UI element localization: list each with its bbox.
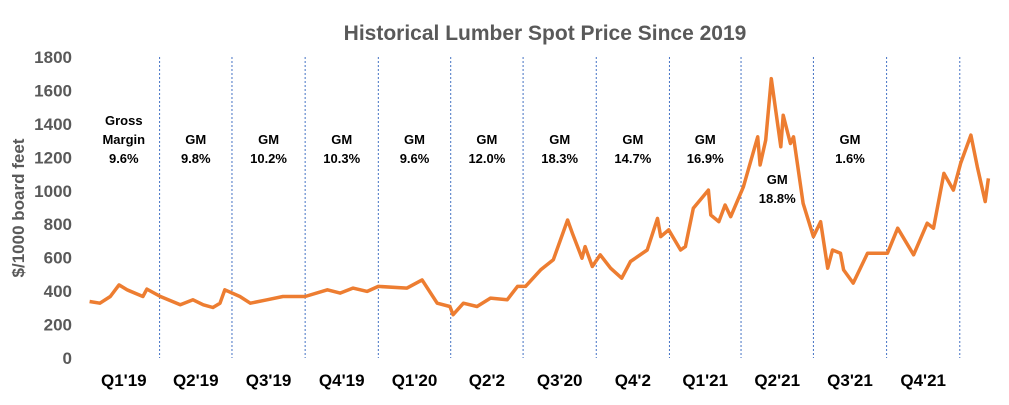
- gm-annotation: 9.8%: [181, 151, 211, 166]
- gm-annotation: GM: [767, 172, 788, 187]
- quarter-label: Q1'19: [101, 371, 147, 390]
- gm-annotation: 12.0%: [468, 151, 505, 166]
- y-tick-label: 600: [44, 249, 72, 268]
- gm-annotation: GM: [840, 132, 861, 147]
- gross-margin-annotations: Gross Margin 9.6% GM 9.8% GM 10.2% GM 10.3% GM 9.6…: [102, 113, 865, 206]
- quarter-label: Q2'21: [754, 371, 800, 390]
- gm-annotation: GM: [622, 132, 643, 147]
- gm-annotation: GM: [549, 132, 570, 147]
- quarter-dividers: [159, 57, 961, 358]
- gm-annotation: GM: [404, 132, 425, 147]
- y-tick-label: 800: [44, 215, 72, 234]
- gm-annotation: 18.8%: [759, 191, 796, 206]
- y-tick-label: 1400: [34, 115, 72, 134]
- gm-annotation: 14.7%: [614, 151, 651, 166]
- quarter-label: Q3'21: [827, 371, 873, 390]
- quarter-label: Q4'21: [900, 371, 946, 390]
- gm-annotation: GM: [331, 132, 352, 147]
- quarter-label: Q2'2: [469, 371, 505, 390]
- quarter-label: Q1'20: [392, 371, 438, 390]
- quarter-labels: Q1'19 Q2'19 Q3'19 Q4'19 Q1'20 Q2'2 Q3'20 Q4'2 Q1…: [101, 371, 946, 390]
- quarter-label: Q2'19: [173, 371, 219, 390]
- quarter-label: Q4'2: [615, 371, 651, 390]
- y-tick-label: 1800: [34, 48, 72, 67]
- y-tick-label: 1600: [34, 81, 72, 100]
- gm-annotation: Margin: [102, 132, 145, 147]
- y-tick-label: 1200: [34, 148, 72, 167]
- y-tick-label: 0: [63, 349, 72, 368]
- gm-annotation: 10.3%: [323, 151, 360, 166]
- quarter-label: Q3'20: [537, 371, 583, 390]
- quarter-label: Q3'19: [246, 371, 292, 390]
- y-axis-label: $/1000 board feet: [9, 138, 28, 277]
- y-tick-label: 400: [44, 282, 72, 301]
- y-axis-ticks: 0 200 400 600 800 1000 1200 1400 1600 1800: [34, 48, 72, 368]
- quarter-label: Q1'21: [682, 371, 728, 390]
- gm-annotation: GM: [185, 132, 206, 147]
- y-tick-label: 200: [44, 316, 72, 335]
- gm-annotation: 10.2%: [250, 151, 287, 166]
- price-line: [89, 76, 991, 317]
- y-tick-label: 1000: [34, 182, 72, 201]
- gm-annotation: Gross: [105, 113, 143, 128]
- gm-annotation: GM: [476, 132, 497, 147]
- gm-annotation: GM: [258, 132, 279, 147]
- quarter-label: Q4'19: [319, 371, 365, 390]
- gm-annotation: 1.6%: [835, 151, 865, 166]
- gm-annotation: 9.6%: [400, 151, 430, 166]
- gm-annotation: 18.3%: [541, 151, 578, 166]
- chart-title: Historical Lumber Spot Price Since 2019: [344, 22, 747, 45]
- gm-annotation: GM: [695, 132, 716, 147]
- gm-annotation: 16.9%: [687, 151, 724, 166]
- gm-annotation: 9.6%: [109, 151, 139, 166]
